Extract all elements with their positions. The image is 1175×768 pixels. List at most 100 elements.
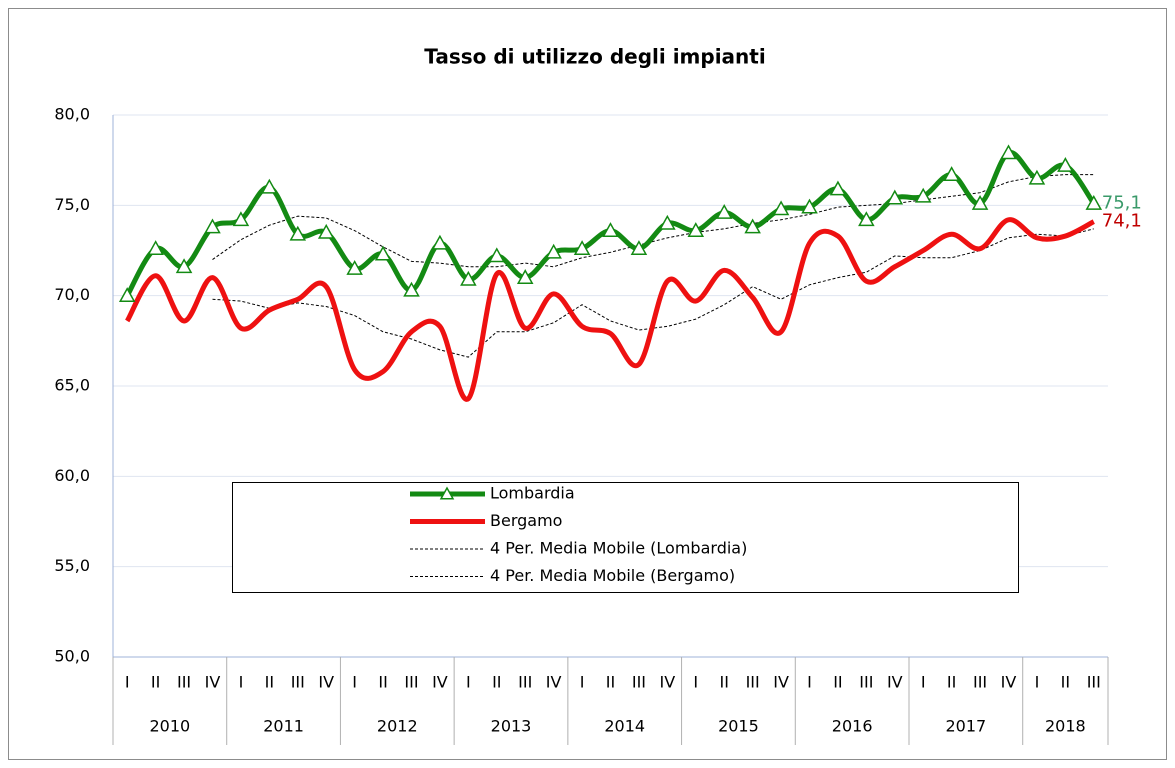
- marker: [914, 187, 932, 203]
- group-label: 2013: [491, 717, 532, 736]
- x-tick-label: IV: [1001, 673, 1017, 692]
- y-tick-label: 80,0: [54, 105, 90, 124]
- marker: [204, 218, 221, 234]
- legend-label: 4 Per. Media Mobile (Bergamo): [490, 566, 735, 585]
- y-tick-label: 65,0: [54, 376, 90, 395]
- x-tick-label: IV: [205, 673, 221, 692]
- x-tick-label: II: [606, 673, 615, 692]
- x-tick-label: III: [177, 673, 191, 692]
- x-tick-label: IV: [318, 673, 334, 692]
- series-line: [212, 228, 1094, 358]
- x-tick-label: I: [352, 673, 357, 692]
- chart-title: Tasso di utilizzo degli impianti: [424, 45, 765, 69]
- marker: [659, 214, 676, 230]
- marker: [289, 225, 307, 241]
- series-line: [212, 174, 1094, 268]
- chart-frame: [8, 8, 1167, 760]
- x-tick-label: III: [746, 673, 760, 692]
- group-label: 2017: [945, 717, 986, 736]
- marker: [317, 223, 335, 239]
- marker: [374, 245, 392, 261]
- marker: [261, 178, 278, 194]
- x-tick-label: I: [921, 673, 926, 692]
- x-tick-label: I: [807, 673, 812, 692]
- marker: [801, 198, 818, 214]
- x-tick-label: I: [239, 673, 244, 692]
- marker: [118, 287, 136, 303]
- data-label: 75,1: [1102, 193, 1142, 214]
- x-tick-label: III: [859, 673, 873, 692]
- x-tick-label: III: [518, 673, 532, 692]
- marker: [175, 258, 193, 274]
- x-tick-label: I: [466, 673, 471, 692]
- marker: [403, 281, 420, 297]
- legend-marker: [439, 486, 455, 500]
- marker: [516, 269, 534, 284]
- x-tick-label: II: [492, 673, 501, 692]
- x-tick-label: IV: [546, 673, 562, 692]
- group-label: 2016: [832, 717, 873, 736]
- y-tick-label: 70,0: [54, 285, 90, 304]
- x-tick-label: IV: [660, 673, 676, 692]
- marker: [858, 211, 875, 227]
- group-label: 2011: [263, 717, 304, 736]
- legend-label: 4 Per. Media Mobile (Lombardia): [490, 539, 747, 558]
- group-label: 2010: [149, 717, 190, 736]
- marker: [1000, 144, 1017, 160]
- x-tick-label: I: [1035, 673, 1040, 692]
- marker: [744, 218, 761, 234]
- group-label: 2012: [377, 717, 418, 736]
- x-tick-label: IV: [432, 673, 448, 692]
- marker: [1028, 169, 1046, 185]
- group-label: 2015: [718, 717, 759, 736]
- x-tick-label: II: [151, 673, 160, 692]
- y-tick-label: 60,0: [54, 466, 90, 485]
- marker: [630, 240, 648, 256]
- x-tick-label: III: [1087, 673, 1101, 692]
- x-tick-label: IV: [887, 673, 903, 692]
- x-tick-label: I: [693, 673, 698, 692]
- marker: [147, 240, 164, 256]
- marker: [232, 211, 250, 227]
- x-tick-label: III: [973, 673, 987, 692]
- x-tick-label: I: [125, 673, 130, 692]
- marker: [1057, 157, 1074, 172]
- marker: [971, 194, 989, 210]
- marker: [715, 204, 733, 219]
- group-label: 2014: [604, 717, 645, 736]
- x-tick-label: IV: [773, 673, 789, 692]
- legend-label: Bergamo: [490, 511, 562, 530]
- x-tick-label: III: [632, 673, 646, 692]
- y-tick-label: 75,0: [54, 195, 90, 214]
- series-line: [125, 217, 1095, 402]
- marker: [573, 240, 591, 256]
- y-tick-label: 50,0: [54, 647, 90, 666]
- y-tick-label: 55,0: [54, 556, 90, 575]
- marker: [545, 243, 562, 259]
- x-tick-label: II: [833, 673, 842, 692]
- marker: [687, 222, 705, 237]
- x-tick-label: II: [947, 673, 956, 692]
- marker: [943, 166, 960, 181]
- x-tick-label: II: [1061, 673, 1070, 692]
- marker: [431, 234, 449, 250]
- marker: [886, 189, 904, 205]
- marker: [602, 222, 619, 237]
- group-label: 2018: [1045, 717, 1086, 736]
- marker: [460, 270, 477, 286]
- marker: [346, 260, 363, 275]
- x-tick-label: II: [378, 673, 387, 692]
- x-tick-label: I: [580, 673, 585, 692]
- x-tick-label: III: [291, 673, 305, 692]
- data-label: 74,1: [1102, 211, 1142, 232]
- x-tick-label: II: [265, 673, 274, 692]
- legend-label: Lombardia: [490, 484, 575, 503]
- x-tick-label: III: [404, 673, 418, 692]
- marker: [829, 180, 847, 196]
- marker: [772, 200, 790, 216]
- legend: [232, 482, 1019, 593]
- marker: [1085, 194, 1103, 210]
- marker: [488, 247, 506, 263]
